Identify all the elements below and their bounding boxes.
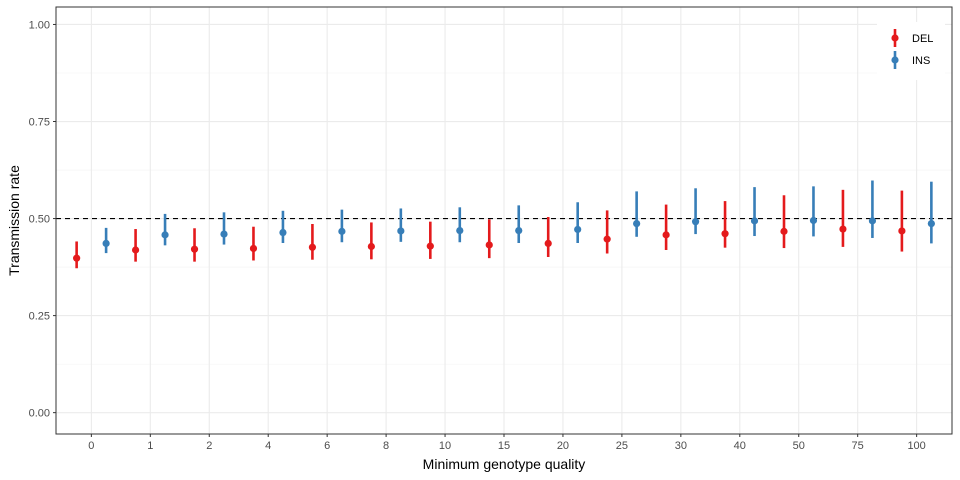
point-ins-40 [750,217,759,225]
legend-key-point-ins [891,56,899,64]
point-ins-20 [574,225,582,234]
point-del-100 [898,227,906,235]
point-ins-4 [279,228,287,237]
point-ins-1 [161,231,169,239]
point-ins-15 [515,226,523,235]
x-tick-label: 4 [265,440,271,452]
x-axis-title: Minimum genotype quality [423,456,586,472]
point-del-6 [308,243,317,251]
error-bars [75,180,933,269]
legend: DEL INS [877,22,945,80]
point-ins-50 [809,216,818,225]
x-tick-label: 30 [675,440,687,452]
x-tick-label: 25 [616,440,628,452]
x-tick-label: 100 [907,440,925,452]
point-ins-2 [220,230,228,238]
y-axis-title: Transmission rate [6,165,22,276]
y-tick-label: 0.00 [29,408,50,420]
y-tick-label: 0.75 [29,117,50,129]
point-del-10 [426,242,434,250]
point-del-15 [485,241,493,249]
y-tick-label: 0.50 [29,214,50,226]
point-ins-100 [927,220,935,228]
point-del-50 [780,227,788,235]
data-points [73,216,935,262]
x-tick-label: 10 [439,440,451,452]
y-tick-label: 0.25 [29,311,50,323]
x-tick-label: 40 [734,440,746,452]
point-del-75 [839,225,847,233]
x-tick-label: 75 [852,440,864,452]
point-ins-6 [338,227,346,235]
point-ins-30 [691,218,700,226]
point-del-2 [190,245,199,253]
point-del-0 [73,254,81,262]
point-del-4 [249,244,258,253]
y-tick-label: 1.00 [29,19,50,31]
point-ins-8 [397,227,405,235]
axes: 0.00 0.25 0.50 0.75 1.00 0 1 2 4 6 8 10 15 20 25 30 40 50… [29,19,926,452]
legend-label-ins: INS [912,55,930,67]
grid [56,7,952,434]
point-del-30 [662,231,670,239]
point-del-1 [131,246,140,254]
point-del-8 [367,242,375,251]
legend-box [877,22,945,80]
point-del-20 [544,239,552,248]
point-ins-75 [868,217,877,225]
legend-key-point-del [891,34,899,42]
point-del-25 [603,235,611,243]
point-ins-25 [633,220,641,228]
x-tick-label: 50 [793,440,805,452]
x-tick-label: 20 [557,440,569,452]
x-tick-label: 0 [88,440,94,452]
point-del-40 [721,230,729,238]
point-ins-10 [456,226,464,235]
point-ins-0 [102,239,110,248]
x-tick-label: 15 [498,440,510,452]
x-tick-label: 6 [324,440,330,452]
x-tick-label: 1 [147,440,153,452]
x-tick-label: 8 [383,440,389,452]
x-tick-label: 2 [206,440,212,452]
legend-label-del: DEL [912,33,933,45]
